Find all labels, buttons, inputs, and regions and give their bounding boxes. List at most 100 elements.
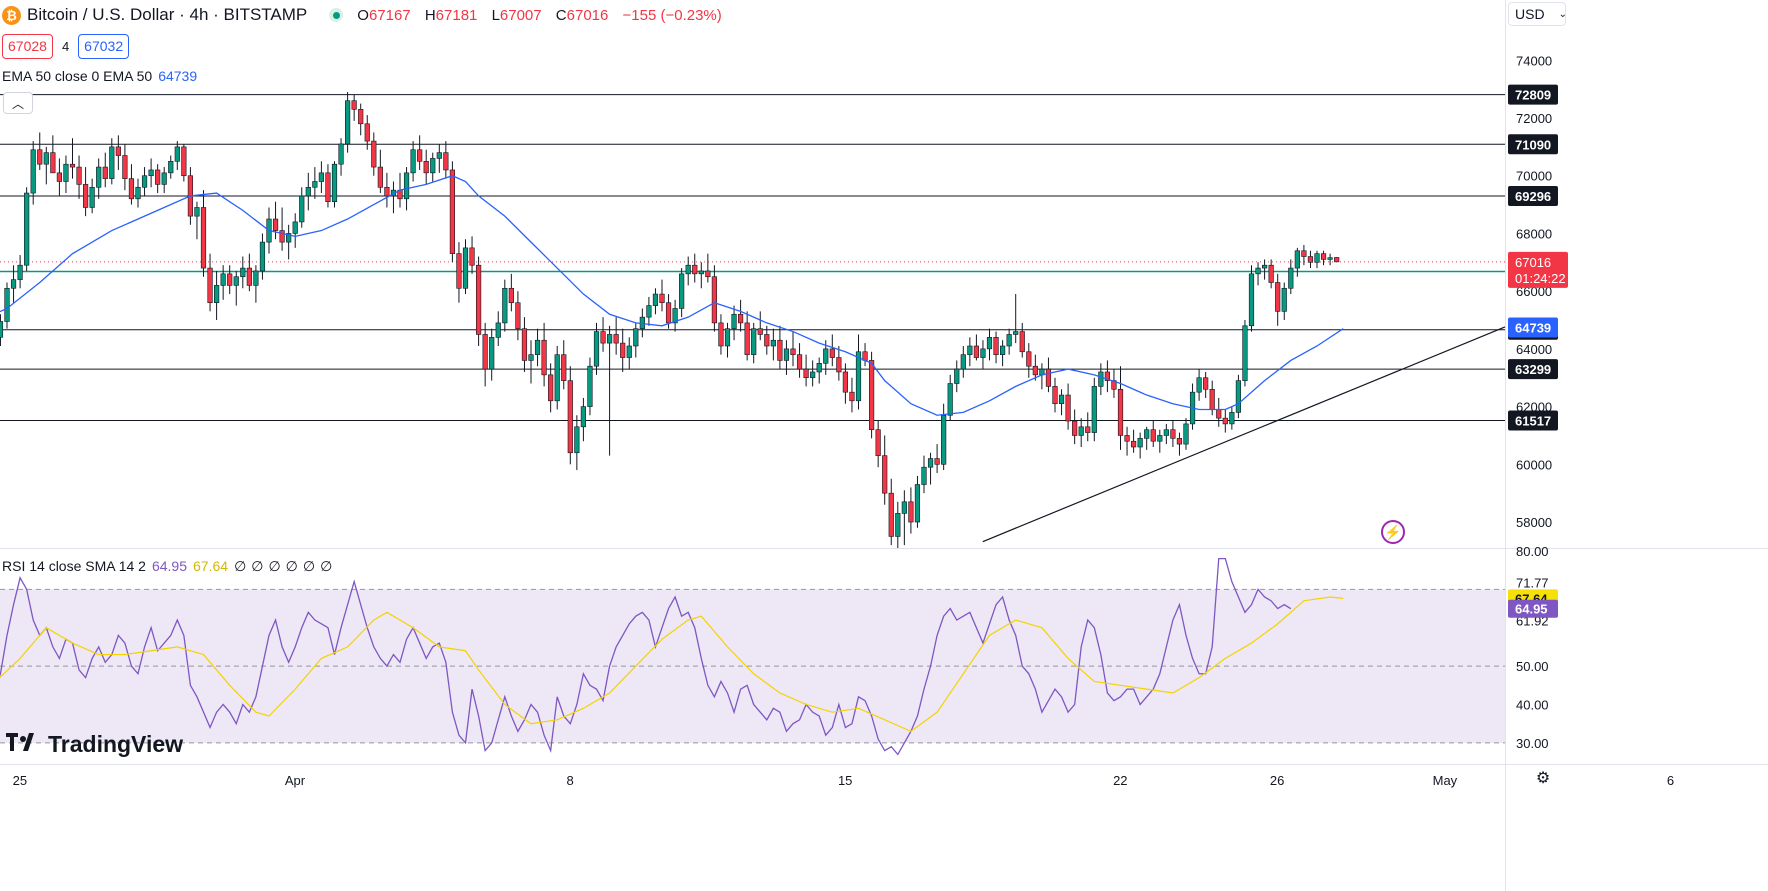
candle[interactable] — [443, 141, 449, 179]
time-axis[interactable]: 25Apr8152226May61320 — [13, 773, 1768, 788]
candle[interactable] — [181, 143, 187, 182]
candle[interactable] — [246, 253, 252, 292]
candle[interactable] — [927, 452, 934, 485]
candle[interactable] — [272, 201, 279, 240]
currency-selector[interactable]: USD ⌄ — [1508, 2, 1567, 26]
candle[interactable] — [1189, 383, 1196, 430]
candle[interactable] — [790, 331, 796, 367]
candle[interactable] — [665, 294, 672, 329]
candle[interactable] — [646, 296, 652, 326]
candle[interactable] — [482, 322, 488, 387]
candle[interactable] — [102, 152, 108, 188]
candle[interactable] — [390, 181, 397, 214]
lightning-icon[interactable]: ⚡ — [1381, 520, 1405, 544]
candle[interactable] — [882, 435, 888, 505]
candle[interactable] — [63, 155, 69, 194]
candle[interactable] — [1183, 418, 1189, 450]
candle[interactable] — [141, 167, 148, 196]
candle[interactable] — [960, 345, 966, 378]
candle[interactable] — [1117, 366, 1124, 450]
candle[interactable] — [672, 299, 678, 332]
candle[interactable] — [50, 135, 56, 174]
candle[interactable] — [1216, 397, 1222, 427]
candle[interactable] — [810, 360, 816, 387]
candle[interactable] — [502, 279, 508, 332]
candle[interactable] — [718, 314, 724, 355]
candle[interactable] — [914, 475, 921, 528]
candle[interactable] — [318, 161, 325, 194]
candle[interactable] — [37, 132, 43, 170]
candle[interactable] — [554, 345, 560, 410]
candle[interactable] — [76, 155, 82, 199]
candle[interactable] — [862, 343, 868, 367]
candle[interactable] — [567, 366, 573, 465]
candle[interactable] — [1163, 423, 1169, 445]
candle[interactable] — [698, 262, 704, 289]
candle[interactable] — [626, 337, 632, 370]
candle[interactable] — [1176, 432, 1183, 456]
candle[interactable] — [325, 164, 331, 208]
ema-tag[interactable]: 64739 — [1508, 317, 1558, 338]
candle[interactable] — [1288, 259, 1294, 295]
level-tag-63299[interactable]: 63299 — [1508, 359, 1558, 380]
gear-icon[interactable]: ⚙ — [1535, 770, 1551, 787]
candle[interactable] — [449, 161, 456, 263]
candle[interactable] — [1157, 429, 1163, 453]
candle[interactable] — [410, 141, 416, 182]
candle[interactable] — [528, 340, 534, 384]
candle[interactable] — [999, 340, 1006, 367]
candle[interactable] — [593, 322, 600, 375]
candle[interactable] — [24, 187, 30, 271]
candle[interactable] — [803, 354, 809, 387]
candle[interactable] — [901, 490, 907, 546]
candle[interactable] — [1268, 259, 1274, 289]
sell-button[interactable]: 67028 — [2, 34, 53, 59]
candle[interactable] — [1104, 360, 1110, 393]
rsi-tag-64.95[interactable]: 64.95 — [1508, 599, 1558, 618]
candle[interactable] — [888, 478, 894, 546]
candle[interactable] — [331, 161, 338, 208]
candle[interactable] — [1085, 412, 1091, 442]
candle[interactable] — [1144, 426, 1150, 450]
candle[interactable] — [737, 299, 744, 332]
candle[interactable] — [17, 255, 23, 289]
candle[interactable] — [986, 328, 993, 361]
candle[interactable] — [1019, 322, 1025, 358]
candle[interactable] — [587, 357, 593, 416]
candle[interactable] — [279, 207, 285, 251]
candle[interactable] — [1327, 253, 1333, 266]
candle[interactable] — [364, 115, 370, 150]
candle[interactable] — [469, 236, 475, 274]
candle[interactable] — [115, 135, 121, 170]
candle[interactable] — [541, 322, 547, 387]
candle[interactable] — [423, 149, 429, 185]
candle[interactable] — [1111, 369, 1117, 398]
candle[interactable] — [521, 317, 528, 372]
candle[interactable] — [744, 311, 750, 361]
candle[interactable] — [777, 325, 783, 370]
candle[interactable] — [993, 331, 999, 364]
candle[interactable] — [43, 146, 49, 185]
candle[interactable] — [1275, 273, 1281, 326]
candle[interactable] — [1170, 421, 1176, 447]
candle[interactable] — [783, 340, 790, 375]
candle[interactable] — [1150, 421, 1156, 447]
candle[interactable] — [508, 273, 514, 312]
ascending-trendline[interactable] — [982, 326, 1506, 543]
candle[interactable] — [155, 164, 161, 194]
candle[interactable] — [659, 279, 665, 312]
candle[interactable] — [436, 143, 442, 173]
candle[interactable] — [351, 94, 357, 121]
candle[interactable] — [1235, 374, 1241, 419]
candle[interactable] — [10, 265, 17, 303]
candle[interactable] — [305, 172, 311, 211]
candle[interactable] — [1262, 259, 1268, 280]
candle[interactable] — [580, 397, 586, 442]
price-axis[interactable]: 7400072000700006800066000640006200060000… — [1508, 53, 1568, 751]
candle[interactable] — [148, 158, 154, 188]
candle[interactable] — [430, 152, 436, 182]
candle[interactable] — [679, 268, 685, 318]
candle[interactable] — [259, 233, 266, 280]
trendline[interactable] — [982, 326, 1506, 543]
